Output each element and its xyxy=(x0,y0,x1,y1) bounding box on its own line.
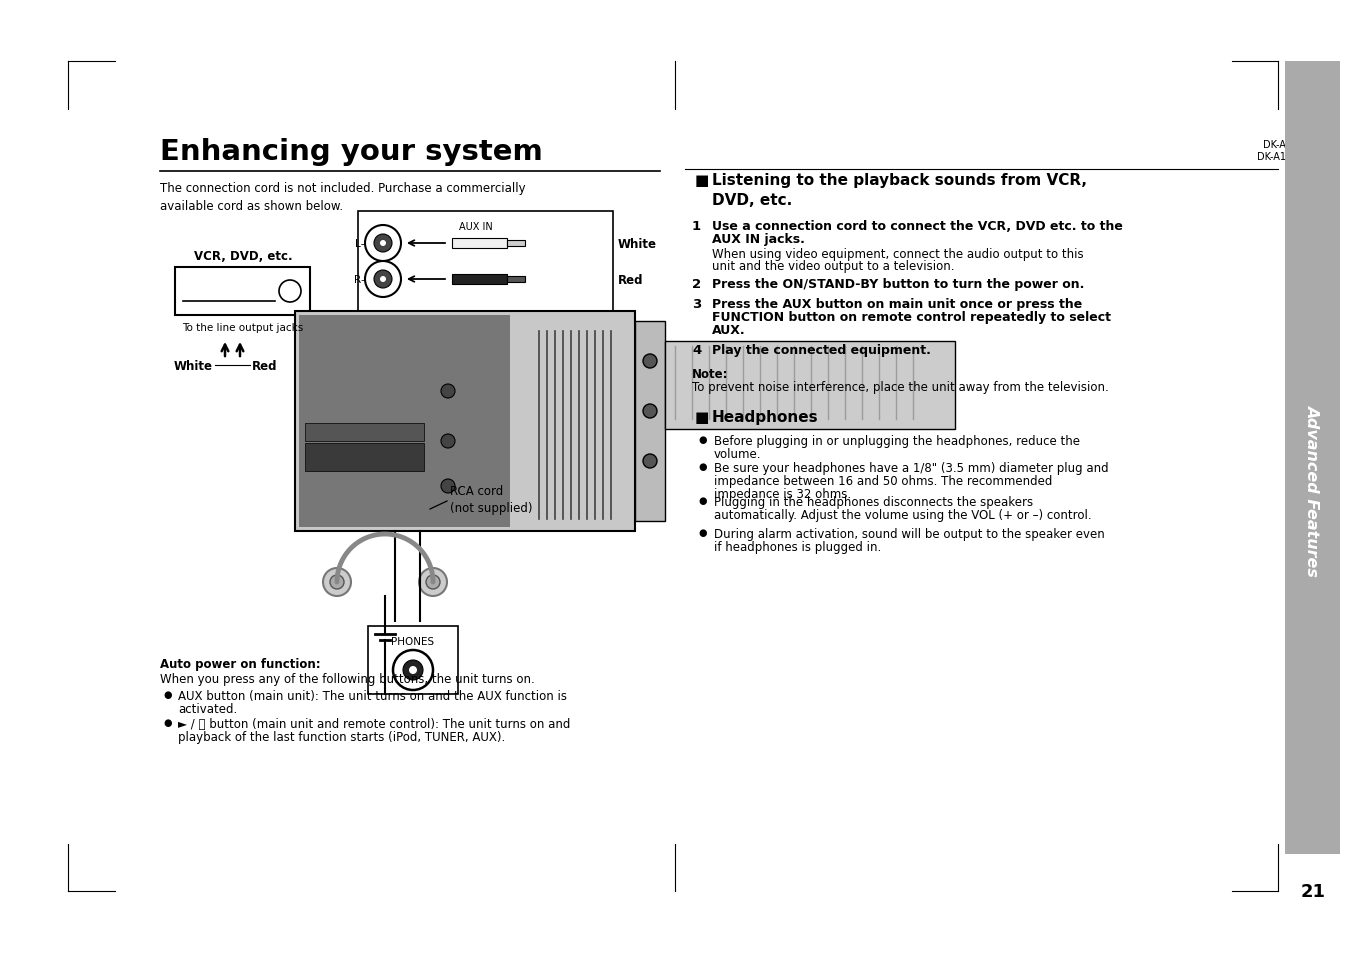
Text: AUX IN: AUX IN xyxy=(458,222,492,232)
Text: ► / ⏸ button (main unit and remote control): The unit turns on and: ► / ⏸ button (main unit and remote contr… xyxy=(178,718,570,730)
Bar xyxy=(1285,62,1340,854)
Bar xyxy=(507,276,526,283)
Circle shape xyxy=(440,479,455,494)
Circle shape xyxy=(374,234,392,253)
Text: White: White xyxy=(174,359,213,372)
Text: The connection cord is not included. Purchase a commercially
available cord as s: The connection cord is not included. Pur… xyxy=(159,182,526,213)
Circle shape xyxy=(403,660,423,680)
Text: White: White xyxy=(617,237,657,251)
Circle shape xyxy=(365,262,401,297)
Text: AUX IN jacks.: AUX IN jacks. xyxy=(712,233,805,246)
Text: AUX button (main unit): The unit turns on and the AUX function is: AUX button (main unit): The unit turns o… xyxy=(178,689,567,702)
Bar xyxy=(665,341,955,430)
Circle shape xyxy=(409,666,417,675)
Text: Red: Red xyxy=(617,274,643,286)
Circle shape xyxy=(380,241,386,247)
Text: Headphones: Headphones xyxy=(712,410,819,424)
Bar xyxy=(305,443,424,472)
Text: AUX.: AUX. xyxy=(712,324,746,336)
Text: ■: ■ xyxy=(694,410,709,424)
Circle shape xyxy=(280,281,301,303)
Text: FUNCTION button on remote control repeatedly to select: FUNCTION button on remote control repeat… xyxy=(712,311,1111,324)
Circle shape xyxy=(643,355,657,369)
Circle shape xyxy=(330,576,345,589)
Text: ●: ● xyxy=(698,527,707,537)
Text: ●: ● xyxy=(698,461,707,472)
Text: 3: 3 xyxy=(692,297,701,311)
Bar xyxy=(176,268,309,315)
Text: automatically. Adjust the volume using the VOL (+ or –) control.: automatically. Adjust the volume using t… xyxy=(713,509,1092,521)
Text: Use a connection cord to connect the VCR, DVD etc. to the: Use a connection cord to connect the VCR… xyxy=(712,220,1123,233)
Text: DVD, etc.: DVD, etc. xyxy=(712,193,792,208)
Text: playback of the last function starts (iPod, TUNER, AUX).: playback of the last function starts (iP… xyxy=(178,730,505,743)
Text: Red: Red xyxy=(253,359,277,372)
Bar xyxy=(453,274,507,285)
Text: Enhancing your system: Enhancing your system xyxy=(159,138,543,166)
Bar xyxy=(305,423,424,441)
Circle shape xyxy=(393,650,434,690)
Text: if headphones is plugged in.: if headphones is plugged in. xyxy=(713,540,881,554)
Bar xyxy=(358,212,613,327)
Circle shape xyxy=(426,576,440,589)
Text: Plugging in the headphones disconnects the speakers: Plugging in the headphones disconnects t… xyxy=(713,496,1034,509)
Circle shape xyxy=(419,568,447,597)
Text: Listening to the playback sounds from VCR,: Listening to the playback sounds from VC… xyxy=(712,172,1088,188)
Text: DK-A1
DK-A1BK: DK-A1 DK-A1BK xyxy=(1256,140,1300,162)
Text: 2: 2 xyxy=(692,277,701,291)
Text: ●: ● xyxy=(698,496,707,505)
Bar xyxy=(295,312,635,532)
Text: To prevent noise interference, place the unit away from the television.: To prevent noise interference, place the… xyxy=(692,380,1109,394)
Bar xyxy=(507,241,526,247)
Text: During alarm activation, sound will be output to the speaker even: During alarm activation, sound will be o… xyxy=(713,527,1105,540)
Circle shape xyxy=(365,226,401,262)
Text: PHONES: PHONES xyxy=(392,637,435,646)
Text: When you press any of the following buttons, the unit turns on.: When you press any of the following butt… xyxy=(159,672,535,685)
Text: Press the ON/STAND-BY button to turn the power on.: Press the ON/STAND-BY button to turn the… xyxy=(712,277,1085,291)
Text: Auto power on function:: Auto power on function: xyxy=(159,658,320,670)
Text: ●: ● xyxy=(163,718,172,727)
Text: When using video equipment, connect the audio output to this: When using video equipment, connect the … xyxy=(712,248,1084,261)
Text: 21: 21 xyxy=(1301,882,1325,900)
Text: Press the AUX button on main unit once or press the: Press the AUX button on main unit once o… xyxy=(712,297,1082,311)
Text: VCR, DVD, etc.: VCR, DVD, etc. xyxy=(193,250,292,263)
Text: ●: ● xyxy=(163,689,172,700)
Circle shape xyxy=(643,405,657,418)
Text: Before plugging in or unplugging the headphones, reduce the: Before plugging in or unplugging the hea… xyxy=(713,435,1079,448)
Text: RCA cord
(not supplied): RCA cord (not supplied) xyxy=(450,484,532,515)
Bar xyxy=(635,322,665,521)
Text: 1: 1 xyxy=(692,220,701,233)
Text: volume.: volume. xyxy=(713,448,762,460)
Text: ●: ● xyxy=(698,435,707,444)
Circle shape xyxy=(380,276,386,283)
Text: To the line output jacks: To the line output jacks xyxy=(182,323,304,333)
Text: Note:: Note: xyxy=(692,368,728,380)
Circle shape xyxy=(440,435,455,449)
Text: Advanced Features: Advanced Features xyxy=(1305,404,1320,576)
Text: unit and the video output to a television.: unit and the video output to a televisio… xyxy=(712,260,955,273)
Text: R–: R– xyxy=(354,274,366,285)
Text: impedance between 16 and 50 ohms. The recommended: impedance between 16 and 50 ohms. The re… xyxy=(713,475,1052,488)
Bar xyxy=(299,315,509,527)
Bar xyxy=(453,239,507,249)
Text: Be sure your headphones have a 1/8" (3.5 mm) diameter plug and: Be sure your headphones have a 1/8" (3.5… xyxy=(713,461,1109,475)
Text: impedance is 32 ohms.: impedance is 32 ohms. xyxy=(713,488,851,500)
Text: activated.: activated. xyxy=(178,702,238,716)
Bar xyxy=(367,626,458,695)
Text: Play the connected equipment.: Play the connected equipment. xyxy=(712,344,931,356)
Circle shape xyxy=(374,271,392,289)
Circle shape xyxy=(643,455,657,469)
Circle shape xyxy=(440,385,455,398)
Text: L–: L– xyxy=(355,239,366,249)
Circle shape xyxy=(323,568,351,597)
Text: ■: ■ xyxy=(694,172,709,188)
Text: 4: 4 xyxy=(692,344,701,356)
